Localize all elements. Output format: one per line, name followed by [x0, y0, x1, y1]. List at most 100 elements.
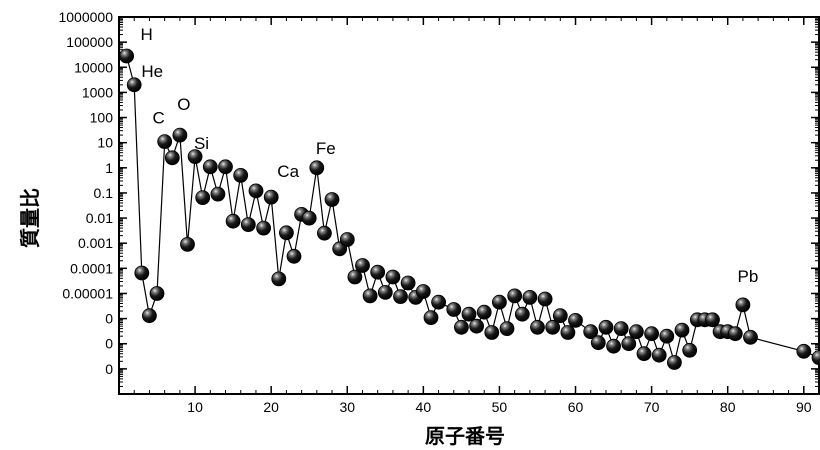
data-point	[164, 150, 180, 166]
x-tick-label: 90	[796, 399, 812, 415]
data-point	[256, 220, 272, 236]
data-point	[187, 149, 203, 165]
data-point	[393, 289, 408, 305]
data-point	[362, 288, 378, 304]
y-tick-label: 0.1	[94, 185, 114, 201]
data-point	[370, 264, 386, 280]
element-label: Pb	[738, 267, 759, 286]
x-tick-label: 10	[187, 399, 203, 415]
data-point	[316, 225, 332, 241]
element-labels-group: H He CO Si Ca Fe Pb	[140, 25, 758, 286]
element-label: C	[153, 109, 165, 128]
y-tick-label: 100000	[66, 34, 113, 50]
data-point	[552, 308, 568, 324]
data-point	[644, 326, 659, 342]
data-point	[735, 297, 751, 313]
data-point	[180, 236, 195, 252]
data-point	[598, 319, 614, 335]
data-point	[225, 213, 241, 229]
data-point	[545, 319, 561, 335]
data-point	[530, 319, 545, 335]
data-point	[484, 325, 500, 340]
x-tick-label: 40	[416, 399, 432, 415]
data-point	[606, 338, 621, 354]
data-point	[522, 289, 538, 305]
data-point	[202, 159, 218, 175]
data-point	[355, 258, 370, 273]
data-point	[134, 265, 150, 281]
ticks-group: 10000001000001000010001001010.10.010.001…	[58, 9, 819, 415]
y-axis-title: 質量比	[18, 188, 42, 248]
data-point	[537, 291, 553, 307]
y-tick-label: 1	[105, 160, 113, 176]
data-point	[469, 318, 485, 334]
y-tick-label: 0.00001	[62, 285, 113, 301]
data-point	[377, 284, 393, 300]
data-point	[400, 275, 416, 291]
data-point	[514, 306, 530, 322]
element-label: O	[177, 95, 190, 114]
data-point	[796, 343, 812, 359]
data-point	[743, 329, 758, 345]
x-tick-label: 60	[568, 399, 584, 415]
data-point	[301, 210, 317, 226]
x-tick-label: 30	[339, 399, 355, 415]
element-label: Si	[194, 134, 209, 153]
y-tick-label: 0.001	[78, 235, 113, 251]
data-points-group	[119, 48, 820, 370]
x-tick-label: 50	[492, 399, 508, 415]
data-point	[339, 232, 355, 247]
element-label: Fe	[316, 139, 336, 158]
data-point	[347, 269, 363, 285]
data-point	[568, 312, 583, 328]
data-point	[263, 189, 279, 205]
x-tick-label: 70	[644, 399, 660, 415]
y-tick-label: 0.01	[86, 210, 113, 226]
data-point	[195, 190, 211, 206]
data-point	[172, 127, 188, 143]
data-point	[240, 217, 256, 233]
data-point	[278, 225, 294, 241]
data-point	[141, 308, 157, 324]
data-point	[476, 304, 492, 320]
data-point	[431, 294, 447, 310]
data-point	[583, 324, 599, 340]
data-point	[651, 347, 667, 363]
data-point	[499, 321, 515, 337]
data-point	[705, 312, 720, 328]
data-point	[507, 288, 523, 304]
y-tick-label: 10	[97, 135, 113, 151]
data-point	[423, 310, 439, 326]
data-point	[415, 284, 431, 299]
data-point	[491, 294, 507, 310]
element-label: Ca	[277, 162, 299, 181]
data-point	[271, 271, 287, 287]
plot-frame-group	[118, 16, 820, 395]
y-tick-label: 0	[105, 361, 113, 377]
data-point	[621, 336, 637, 352]
data-point	[446, 302, 462, 317]
data-point	[727, 326, 743, 342]
y-tick-label: 1000	[82, 84, 113, 100]
data-point	[210, 186, 226, 202]
data-point	[453, 319, 469, 335]
data-point	[309, 160, 325, 176]
y-tick-label: 10000	[74, 59, 113, 75]
data-point	[667, 355, 682, 370]
data-point	[157, 134, 173, 150]
data-point	[636, 346, 652, 362]
data-point	[629, 324, 644, 340]
data-point	[461, 306, 477, 322]
data-point	[286, 248, 302, 264]
data-point	[324, 192, 340, 207]
y-tick-label: 100	[90, 110, 114, 126]
y-tick-label: 0	[105, 311, 113, 327]
x-tick-label: 20	[263, 399, 279, 415]
data-point	[659, 328, 675, 344]
data-point	[126, 77, 142, 93]
data-point	[613, 321, 629, 337]
data-point	[218, 159, 233, 175]
x-tick-label: 80	[720, 399, 736, 415]
data-point	[674, 322, 690, 338]
